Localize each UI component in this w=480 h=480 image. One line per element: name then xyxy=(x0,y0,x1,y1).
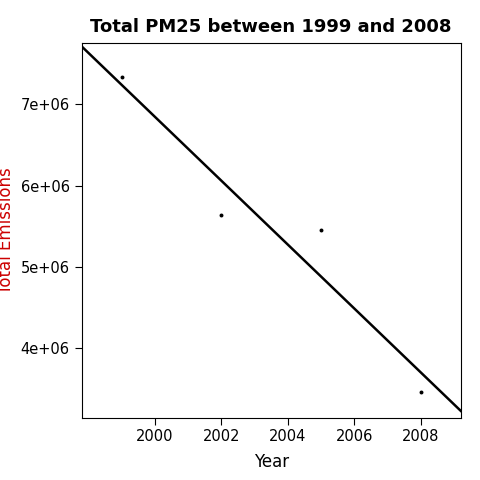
X-axis label: Year: Year xyxy=(253,453,289,471)
Title: Total PM25 between 1999 and 2008: Total PM25 between 1999 and 2008 xyxy=(90,18,452,36)
Point xyxy=(317,226,325,234)
Point xyxy=(118,73,125,81)
Y-axis label: Total Emissions: Total Emissions xyxy=(0,167,15,294)
Point xyxy=(217,211,225,219)
Point xyxy=(417,388,425,396)
